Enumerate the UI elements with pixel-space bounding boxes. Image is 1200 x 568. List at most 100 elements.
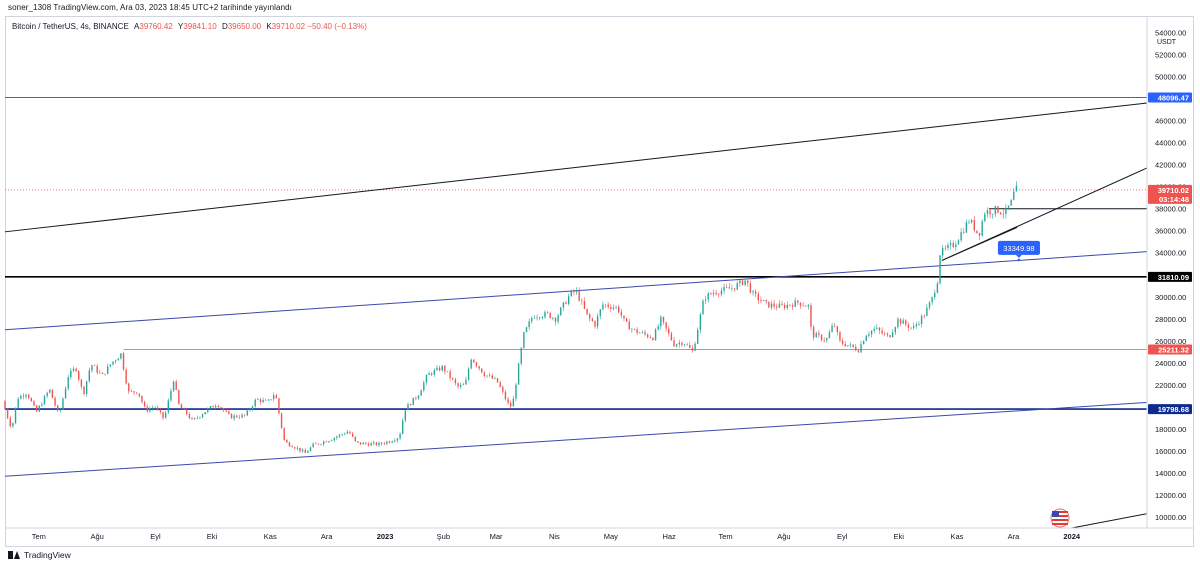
candle bbox=[99, 369, 101, 374]
candle bbox=[9, 415, 11, 428]
candle bbox=[794, 297, 796, 308]
candle bbox=[143, 400, 146, 408]
candle bbox=[88, 367, 90, 383]
candle bbox=[926, 304, 928, 317]
trend-line[interactable] bbox=[941, 226, 1018, 261]
x-tick-label: Mar bbox=[490, 532, 503, 541]
candle bbox=[494, 376, 496, 380]
candle bbox=[425, 374, 428, 386]
candle bbox=[586, 308, 588, 316]
candle bbox=[133, 390, 135, 396]
candle bbox=[702, 299, 704, 315]
candle bbox=[852, 344, 854, 348]
trend-line[interactable] bbox=[1071, 513, 1148, 529]
x-tick-label: Nis bbox=[549, 532, 560, 541]
candle bbox=[193, 417, 196, 420]
candle bbox=[607, 301, 609, 310]
price-tag: 31810.09 bbox=[1148, 271, 1192, 282]
y-tick-label: 16000.00 bbox=[1155, 447, 1186, 456]
candle bbox=[891, 329, 894, 338]
candle bbox=[720, 287, 723, 297]
y-tick-label: 44000.00 bbox=[1155, 139, 1186, 148]
svg-text:19798.68: 19798.68 bbox=[1158, 405, 1189, 414]
candle bbox=[918, 321, 920, 327]
candle bbox=[172, 380, 175, 393]
candle bbox=[538, 316, 541, 321]
candle bbox=[1010, 198, 1012, 206]
x-tick-label: Ağu bbox=[91, 532, 104, 541]
x-tick-label: Tem bbox=[718, 532, 732, 541]
candle bbox=[839, 330, 841, 343]
candle bbox=[481, 368, 483, 374]
candle bbox=[33, 400, 35, 407]
candle bbox=[931, 296, 933, 306]
candle bbox=[291, 444, 293, 448]
candle bbox=[910, 327, 912, 330]
candle bbox=[254, 398, 256, 408]
candle bbox=[175, 379, 177, 391]
candle bbox=[170, 388, 172, 403]
candle bbox=[383, 442, 385, 446]
candle bbox=[873, 326, 875, 334]
candle bbox=[67, 374, 69, 391]
candle bbox=[612, 304, 615, 311]
candle bbox=[149, 406, 151, 413]
x-tick-label: Kas bbox=[264, 532, 277, 541]
candle bbox=[828, 329, 831, 339]
candle bbox=[760, 296, 762, 304]
candle bbox=[488, 372, 491, 377]
candle bbox=[204, 412, 206, 415]
candle bbox=[533, 315, 536, 319]
candle bbox=[294, 446, 296, 450]
candle bbox=[812, 325, 815, 341]
currency-label: USDT bbox=[1157, 39, 1177, 46]
candle bbox=[167, 398, 170, 414]
candle bbox=[528, 318, 530, 331]
price-tag: 39710.02 bbox=[1148, 184, 1192, 195]
candle bbox=[341, 433, 343, 437]
candle bbox=[14, 407, 17, 425]
candle bbox=[373, 440, 375, 446]
price-annotation[interactable]: 33349.98 bbox=[997, 240, 1040, 262]
trend-line[interactable] bbox=[4, 102, 1148, 233]
candle bbox=[128, 382, 130, 395]
candle bbox=[754, 289, 757, 298]
candle bbox=[449, 368, 451, 382]
candle bbox=[265, 398, 267, 401]
candle bbox=[915, 321, 918, 329]
candle bbox=[315, 442, 317, 445]
candle bbox=[241, 412, 243, 419]
candle bbox=[22, 393, 25, 400]
candle bbox=[183, 407, 185, 410]
candle bbox=[989, 208, 991, 218]
candle bbox=[199, 416, 201, 419]
candle bbox=[504, 389, 507, 401]
candle bbox=[362, 442, 364, 445]
candle bbox=[786, 301, 788, 310]
svg-text:25211.32: 25211.32 bbox=[1158, 346, 1189, 355]
candle bbox=[230, 413, 233, 419]
candle bbox=[905, 318, 907, 327]
x-tick-label: Ara bbox=[1008, 532, 1021, 541]
candle bbox=[438, 365, 441, 372]
candle bbox=[444, 364, 446, 375]
candle bbox=[683, 344, 686, 347]
candle bbox=[25, 393, 27, 400]
candle bbox=[104, 373, 106, 376]
candle bbox=[881, 327, 883, 335]
candle bbox=[359, 442, 362, 446]
candle bbox=[430, 372, 433, 377]
x-tick-label: Şub bbox=[437, 532, 450, 541]
candle bbox=[994, 205, 997, 217]
candle bbox=[375, 441, 378, 447]
y-tick-label: 36000.00 bbox=[1155, 227, 1186, 236]
candle bbox=[141, 395, 143, 404]
candle bbox=[404, 410, 407, 423]
candle bbox=[673, 337, 675, 348]
candle bbox=[309, 446, 312, 452]
candle bbox=[491, 373, 493, 380]
trend-line[interactable] bbox=[4, 401, 1148, 477]
candle bbox=[652, 337, 654, 342]
